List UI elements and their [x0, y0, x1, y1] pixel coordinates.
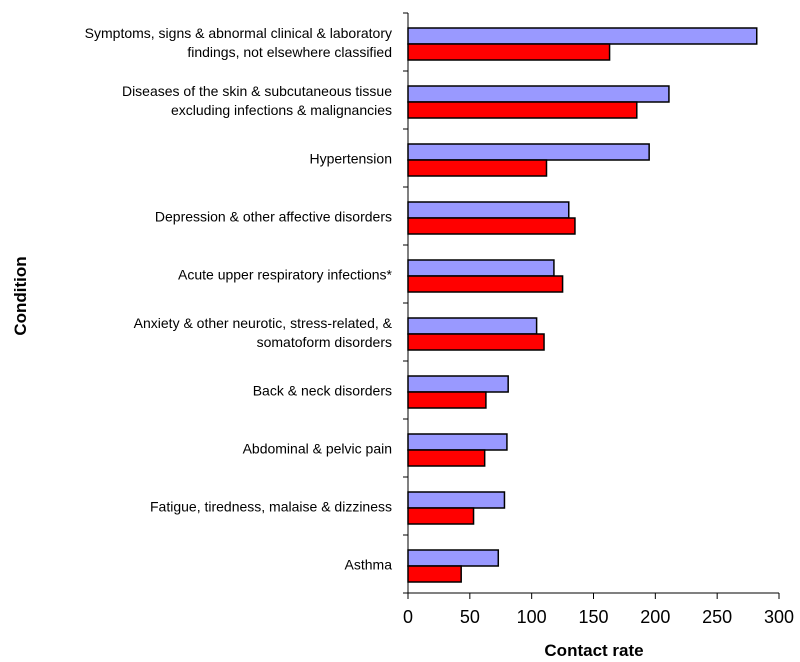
bars-group [407, 27, 758, 583]
category-label: Anxiety & other neurotic, stress-related… [134, 315, 393, 331]
bar-series2-cat3 [407, 159, 548, 177]
bar-series2-cat5 [407, 275, 564, 293]
x-tick-label: 0 [403, 607, 413, 627]
x-tick-label: 150 [578, 607, 608, 627]
x-tick-label: 250 [702, 607, 732, 627]
bar-series2-cat7 [407, 391, 487, 409]
category-label: Abdominal & pelvic pain [243, 441, 392, 457]
category-label: Diseases of the skin & subcutaneous tiss… [122, 83, 392, 99]
category-label: Fatigue, tiredness, malaise & dizziness [150, 499, 392, 515]
category-label: Symptoms, signs & abnormal clinical & la… [85, 25, 392, 41]
category-label: findings, not elsewhere classified [187, 44, 392, 60]
bar-series1-cat5 [407, 259, 555, 277]
bar-series1-cat6 [407, 317, 538, 335]
bar-series2-cat9 [407, 507, 475, 525]
bar-series1-cat8 [407, 433, 508, 451]
bar-series1-cat9 [407, 491, 506, 509]
y-axis-ticks [403, 12, 408, 594]
bar-series1-cat7 [407, 375, 509, 393]
bar-series1-cat4 [407, 201, 570, 219]
category-label: Back & neck disorders [253, 383, 392, 399]
bar-series2-cat4 [407, 217, 576, 235]
category-label: Asthma [345, 557, 393, 573]
x-axis-title: Contact rate [544, 641, 643, 660]
bar-series1-cat3 [407, 143, 650, 161]
bar-series2-cat6 [407, 333, 545, 351]
x-tick-label: 50 [460, 607, 480, 627]
bar-series2-cat8 [407, 449, 486, 467]
x-tick-label: 200 [640, 607, 670, 627]
category-label: Hypertension [310, 151, 393, 167]
category-label: somatoform disorders [257, 334, 392, 350]
bar-series1-cat1 [407, 27, 758, 45]
category-label: Depression & other affective disorders [155, 209, 392, 225]
y-axis-title: Condition [11, 256, 30, 335]
bar-series2-cat1 [407, 43, 611, 61]
bar-series2-cat2 [407, 101, 638, 119]
category-label: excluding infections & malignancies [171, 102, 392, 118]
category-labels: Symptoms, signs & abnormal clinical & la… [85, 25, 393, 573]
bar-series1-cat2 [407, 85, 670, 103]
category-label: Acute upper respiratory infections* [178, 267, 393, 283]
bar-series1-cat10 [407, 549, 500, 567]
x-axis-ticks: 0 50 100 150 200 250 300 [403, 593, 794, 627]
bar-series2-cat10 [407, 565, 462, 583]
x-tick-label: 100 [517, 607, 547, 627]
x-tick-label: 300 [764, 607, 794, 627]
